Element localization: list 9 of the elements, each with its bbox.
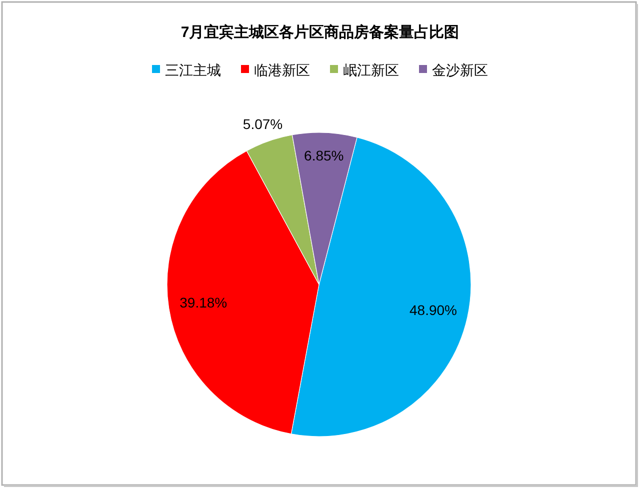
- data-label: 48.90%: [410, 302, 457, 318]
- legend-label: 临港新区: [254, 62, 310, 78]
- legend-label: 三江主城: [165, 62, 221, 78]
- data-label: 6.85%: [304, 147, 344, 164]
- legend-label: 金沙新区: [432, 62, 488, 78]
- data-label: 39.18%: [180, 294, 228, 311]
- data-label: 5.07%: [242, 116, 283, 132]
- legend-label: 岷江新区: [343, 62, 399, 78]
- title: 7月宜宾主城区各片区商品房备案量占比图: [180, 24, 460, 41]
